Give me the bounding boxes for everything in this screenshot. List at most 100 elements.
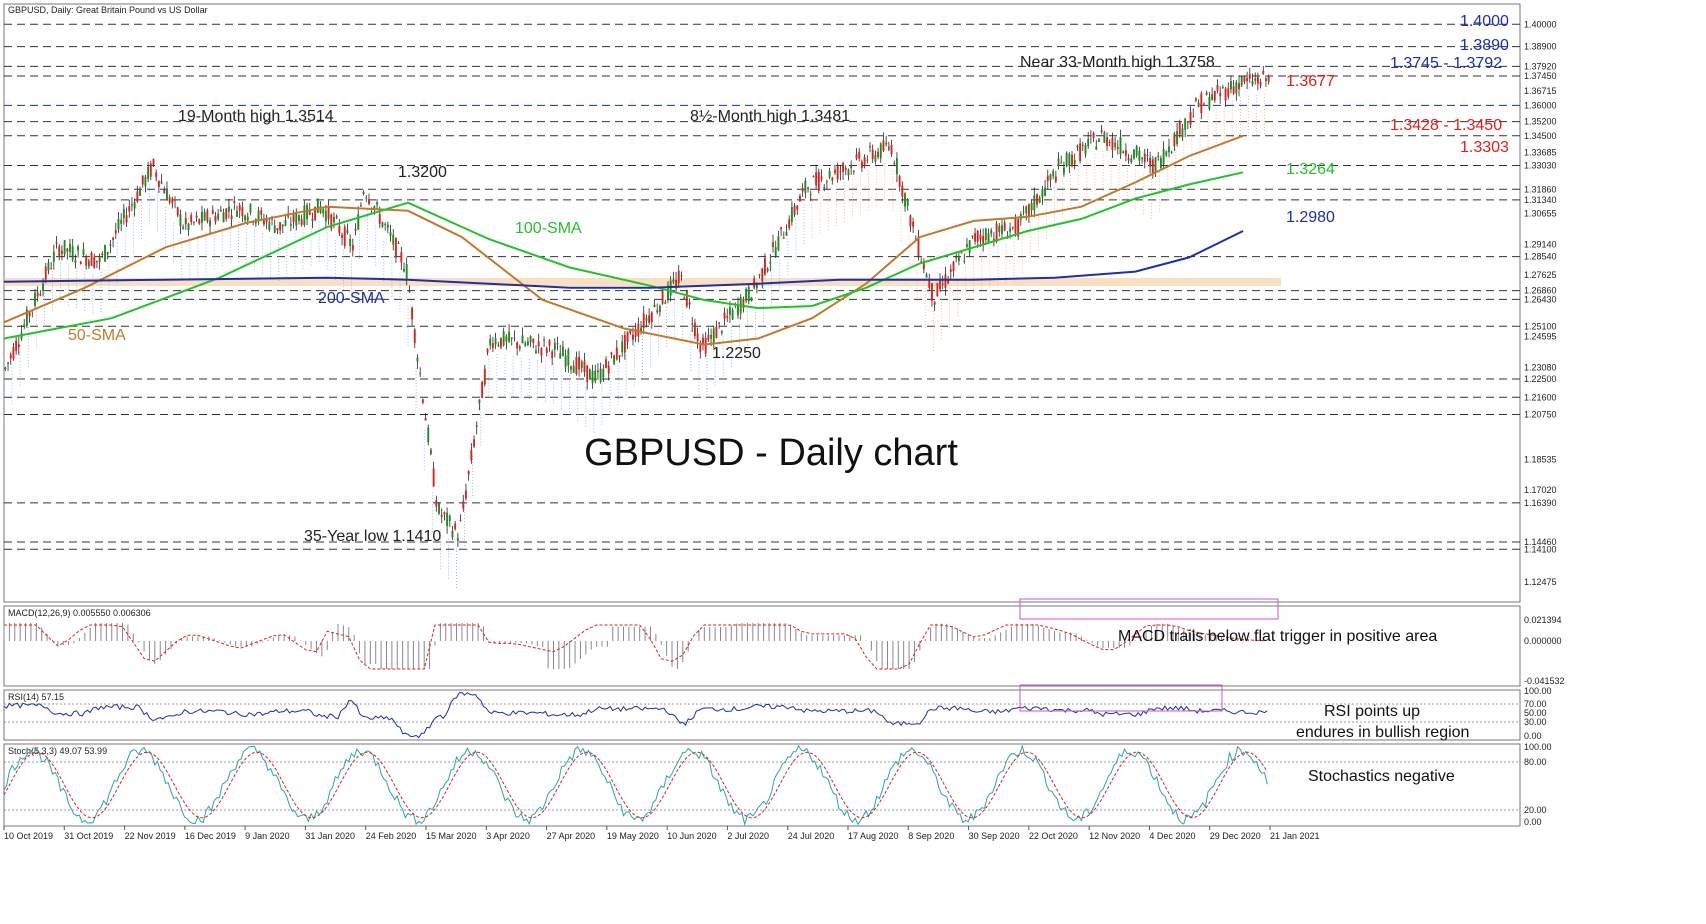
candle-body	[168, 197, 171, 203]
candle-body	[122, 208, 125, 218]
candle-body	[405, 263, 408, 279]
candle-body	[462, 501, 465, 509]
price-tick-label: 1.31340	[1524, 195, 1557, 205]
price-tick-label: 1.14460	[1524, 537, 1557, 547]
candle-body	[949, 269, 952, 272]
candle-body	[260, 210, 263, 215]
candle-body	[500, 337, 502, 348]
candle-body	[556, 343, 559, 345]
candle-body	[769, 261, 772, 264]
candle-body	[104, 245, 106, 262]
candle-body	[494, 338, 497, 345]
candle-body	[473, 439, 475, 447]
candle-body	[483, 368, 486, 385]
candle-body	[642, 313, 645, 329]
candle-body	[1033, 195, 1036, 211]
level-label-1-3745-1-3792: 1.3745 - 1.3792	[1390, 55, 1502, 72]
candle-body	[502, 331, 505, 346]
candle-body	[1127, 157, 1130, 161]
candle-body	[879, 143, 882, 159]
candle-body	[378, 213, 381, 224]
level-label-1-3303: 1.3303	[1460, 139, 1509, 156]
candle-body	[518, 346, 521, 349]
candle-body	[139, 189, 141, 196]
candle-body	[874, 154, 877, 162]
candle-body	[227, 206, 230, 212]
macd-tick-bottom: -0.041532	[1524, 676, 1565, 686]
candle-body	[1149, 157, 1152, 167]
candle-body	[793, 205, 796, 215]
candle-body	[1229, 81, 1232, 90]
annotation-33-month-high: Near 33-Month high 1.3758	[1020, 54, 1215, 71]
candle-body	[42, 283, 45, 292]
candle-body	[831, 177, 834, 181]
candle-body	[47, 262, 50, 271]
candle-body	[82, 249, 85, 256]
candle-body	[373, 206, 376, 210]
candle-body	[1122, 151, 1125, 154]
candle-body	[341, 234, 343, 238]
candle-body	[319, 206, 322, 213]
candle-body	[909, 215, 912, 227]
candle-body	[1057, 158, 1060, 167]
candle-body	[236, 210, 238, 217]
price-tick-label: 1.26430	[1524, 294, 1557, 304]
candle-body	[114, 230, 117, 234]
candle-body	[1259, 82, 1262, 86]
candle-body	[1009, 228, 1012, 232]
candle-body	[817, 172, 820, 191]
candle-body	[1208, 97, 1211, 110]
support-zone-rect	[4, 278, 1281, 286]
candle-body	[376, 202, 379, 205]
candle-body	[362, 191, 365, 195]
candle-body	[1235, 82, 1238, 94]
candle-body	[427, 427, 430, 443]
candle-body	[60, 250, 63, 255]
candle-body	[820, 176, 823, 180]
candle-body	[486, 348, 489, 353]
candle-body	[238, 205, 241, 211]
x-tick-label: 10 Jun 2020	[667, 831, 717, 841]
candle-body	[1038, 197, 1041, 203]
x-tick-label: 31 Jan 2020	[305, 831, 355, 841]
candle-body	[847, 169, 850, 176]
candle-body	[52, 251, 55, 262]
candle-body	[1103, 132, 1106, 143]
candle-body	[1065, 152, 1068, 167]
candle-body	[1114, 142, 1117, 148]
candle-body	[648, 315, 651, 323]
candle-body	[807, 187, 809, 190]
candle-body	[489, 338, 492, 346]
price-tick-label: 1.16390	[1524, 498, 1557, 508]
candle-body	[1017, 219, 1020, 237]
candle-body	[465, 490, 467, 499]
candle-body	[403, 269, 405, 272]
candle-body	[572, 366, 575, 373]
candle-body	[233, 200, 236, 203]
candle-body	[429, 449, 432, 455]
candle-body	[330, 214, 333, 229]
candle-body	[1146, 155, 1149, 157]
candle-body	[246, 216, 249, 221]
price-tick-label: 1.35200	[1524, 117, 1557, 127]
ma-line	[3, 171, 1244, 340]
candle-body	[780, 226, 783, 230]
candle-body	[745, 288, 748, 302]
label-200-sma: 200-SMA	[318, 290, 385, 307]
candle-body	[580, 361, 583, 368]
candle-body	[887, 146, 890, 150]
candle-body	[758, 274, 761, 276]
candle-body	[39, 293, 42, 296]
price-tick-label: 1.33685	[1524, 147, 1557, 157]
candle-body	[273, 225, 276, 233]
candle-body	[877, 151, 880, 158]
candle-body	[731, 309, 734, 320]
candle-body	[540, 348, 543, 356]
x-tick-label: 4 Dec 2020	[1149, 831, 1195, 841]
rsi-note-2: endures in bullish region	[1296, 724, 1469, 741]
x-tick-label: 19 May 2020	[607, 831, 659, 841]
candle-body	[295, 213, 298, 226]
candle-body	[968, 240, 971, 253]
candle-body	[855, 154, 858, 159]
x-tick-label: 30 Sep 2020	[969, 831, 1020, 841]
